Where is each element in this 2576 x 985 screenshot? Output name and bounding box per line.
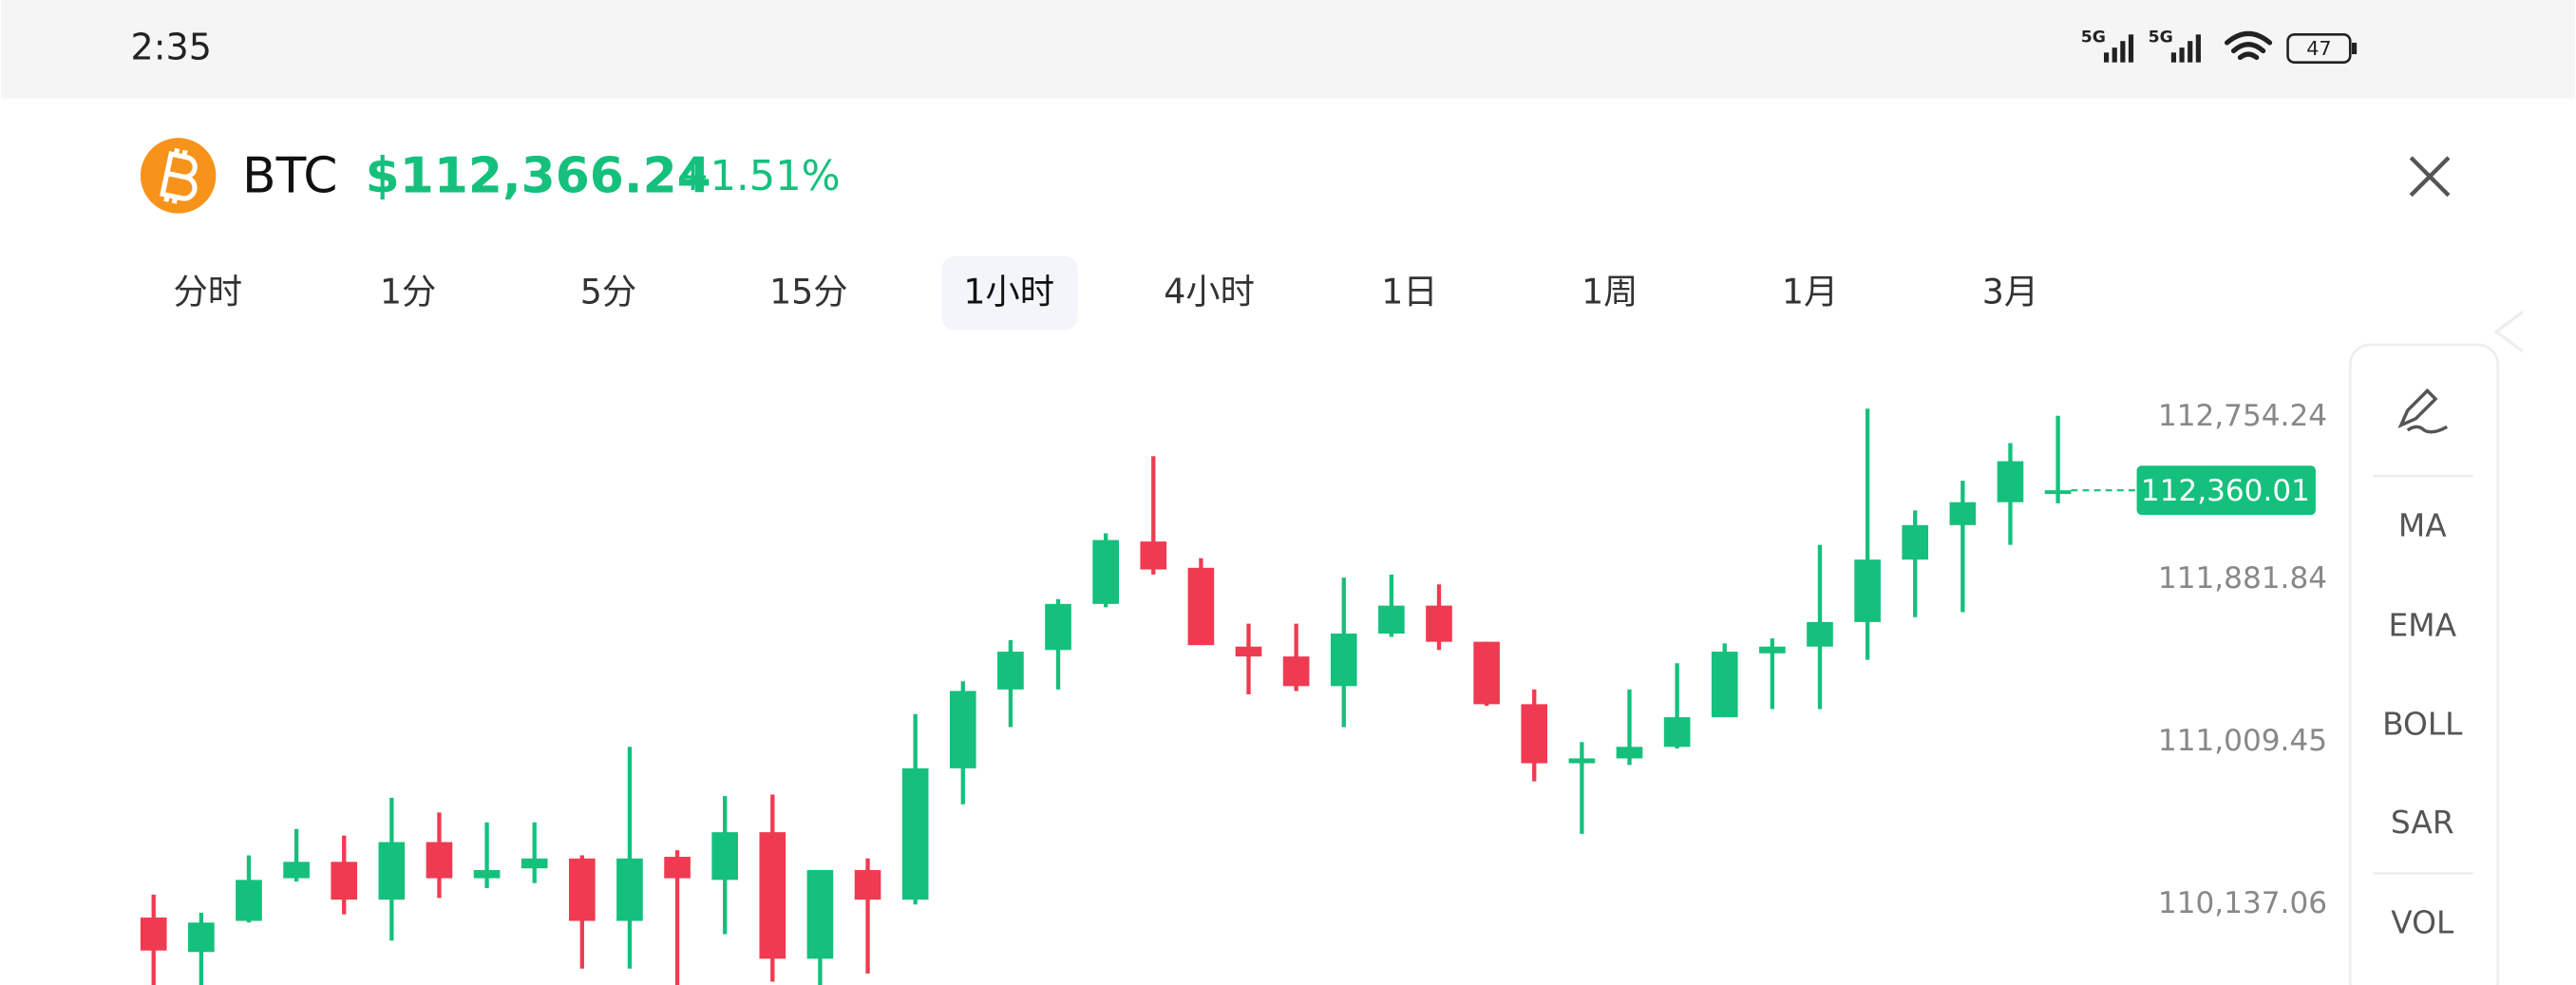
tab[interactable]: 1分 xyxy=(380,271,436,312)
candle-body xyxy=(1521,704,1548,764)
tab-label: 3月 xyxy=(1982,271,2038,312)
y-tick-label: 111,881.84 xyxy=(2158,561,2327,596)
candle-body xyxy=(1330,634,1357,687)
candle-body xyxy=(616,858,643,921)
tab[interactable]: 1小时 xyxy=(941,256,1078,331)
candle-body xyxy=(188,922,215,953)
y-tick-label: 112,754.24 xyxy=(2158,399,2327,433)
battery-level: 47 xyxy=(2306,37,2331,60)
tab-label: 1周 xyxy=(1582,271,1638,312)
tab-label: 15分 xyxy=(769,271,847,312)
y-tick-label: 111,009.45 xyxy=(2158,724,2327,758)
candle-body xyxy=(1568,758,1596,764)
tab[interactable]: 3月 xyxy=(1982,271,2038,312)
candle-body xyxy=(140,917,167,951)
candle-body xyxy=(1854,559,1881,622)
indicator-button[interactable]: MA xyxy=(2398,507,2447,543)
candle-body xyxy=(568,858,596,921)
battery-icon xyxy=(2286,32,2352,64)
candle-body xyxy=(901,767,929,900)
indicator-button[interactable]: BOLL xyxy=(2382,706,2463,742)
network-label: 5G xyxy=(2081,28,2106,47)
tab-label: 1月 xyxy=(1782,271,1838,312)
collapse-arrow[interactable] xyxy=(2493,311,2524,353)
candle-body xyxy=(236,880,262,921)
signal-icon xyxy=(2170,34,2201,63)
candle-body xyxy=(949,691,976,768)
tab[interactable]: 1日 xyxy=(1381,271,1437,312)
candle-body xyxy=(1473,641,1500,705)
indicator-button[interactable]: EMA xyxy=(2389,608,2457,644)
candle-body xyxy=(1759,646,1786,654)
candle-body xyxy=(711,832,739,881)
interval-tabs: 分时 1分 5分 15分 1小时 4小时 1日 1周 1月 3月 xyxy=(173,256,2038,331)
price: $112,366.24 xyxy=(366,147,711,204)
tab-label: 1日 xyxy=(1381,271,1437,312)
candle-body xyxy=(1282,656,1310,687)
candle-body xyxy=(1902,524,1929,560)
tab[interactable]: 分时 xyxy=(173,271,242,312)
indicator-button[interactable]: VOL xyxy=(2391,905,2454,941)
symbol: BTC xyxy=(242,147,337,204)
tab[interactable]: 15分 xyxy=(769,271,847,312)
tab-label: 分时 xyxy=(173,271,242,312)
candle-body xyxy=(1235,646,1262,657)
wifi-icon xyxy=(2225,30,2273,61)
candle-body xyxy=(854,869,881,900)
tab-label: 5分 xyxy=(580,271,636,312)
candle-body xyxy=(283,862,310,879)
tab-label: 4小时 xyxy=(1164,271,1255,312)
tab-highlight xyxy=(941,256,1078,331)
candlestick-chart: 110,137.06 111,009.45 111,881.84 112,754.24… xyxy=(140,399,2327,985)
tab-label: 1小时 xyxy=(963,271,1054,312)
price-change: +1.51% xyxy=(675,153,840,200)
candle-body xyxy=(759,832,786,959)
candle-body xyxy=(1663,717,1691,748)
candle-body xyxy=(1711,652,1738,718)
candle-body xyxy=(426,842,453,879)
tab[interactable]: 4小时 xyxy=(1164,271,1255,312)
candle-body xyxy=(1949,502,1977,525)
tab[interactable]: 1周 xyxy=(1582,271,1638,312)
candle-body xyxy=(378,842,406,900)
tab-label: 1分 xyxy=(380,271,436,312)
candle-body xyxy=(1616,747,1643,759)
candle-body xyxy=(1807,621,1833,647)
battery-tip xyxy=(2351,42,2358,55)
candle-body xyxy=(521,858,548,869)
candle-body xyxy=(1187,567,1215,646)
candle-body xyxy=(1997,461,2024,502)
network-label: 5G xyxy=(2149,28,2173,47)
candle-body xyxy=(331,862,358,900)
tab[interactable]: 5分 xyxy=(580,271,636,312)
status-bar xyxy=(0,0,2576,99)
candle-body xyxy=(1378,605,1405,635)
candle-body xyxy=(1426,605,1452,642)
last-price-label: 112,360.01 xyxy=(2141,474,2310,508)
candle-body xyxy=(473,869,501,879)
draw-tool[interactable] xyxy=(2397,388,2449,434)
tab[interactable]: 1月 xyxy=(1782,271,1838,312)
candle-body xyxy=(806,869,834,959)
candle-body xyxy=(997,652,1024,690)
y-tick-label: 110,137.06 xyxy=(2158,886,2327,920)
clock: 2:35 xyxy=(131,26,212,67)
candle-body xyxy=(2044,490,2072,495)
indicator-list: MA EMA BOLL SAR VOL xyxy=(2382,507,2463,940)
candle-body xyxy=(1045,603,1071,651)
candle-body xyxy=(664,857,691,879)
candle-body xyxy=(1140,541,1167,570)
signal-icon xyxy=(2103,34,2134,63)
coin-glyph xyxy=(160,147,198,204)
tool-panel xyxy=(2348,343,2500,985)
candle-body xyxy=(1092,540,1119,604)
last-price-box xyxy=(2136,465,2316,516)
indicator-button[interactable]: SAR xyxy=(2391,805,2454,841)
close-button[interactable] xyxy=(2409,156,2451,198)
